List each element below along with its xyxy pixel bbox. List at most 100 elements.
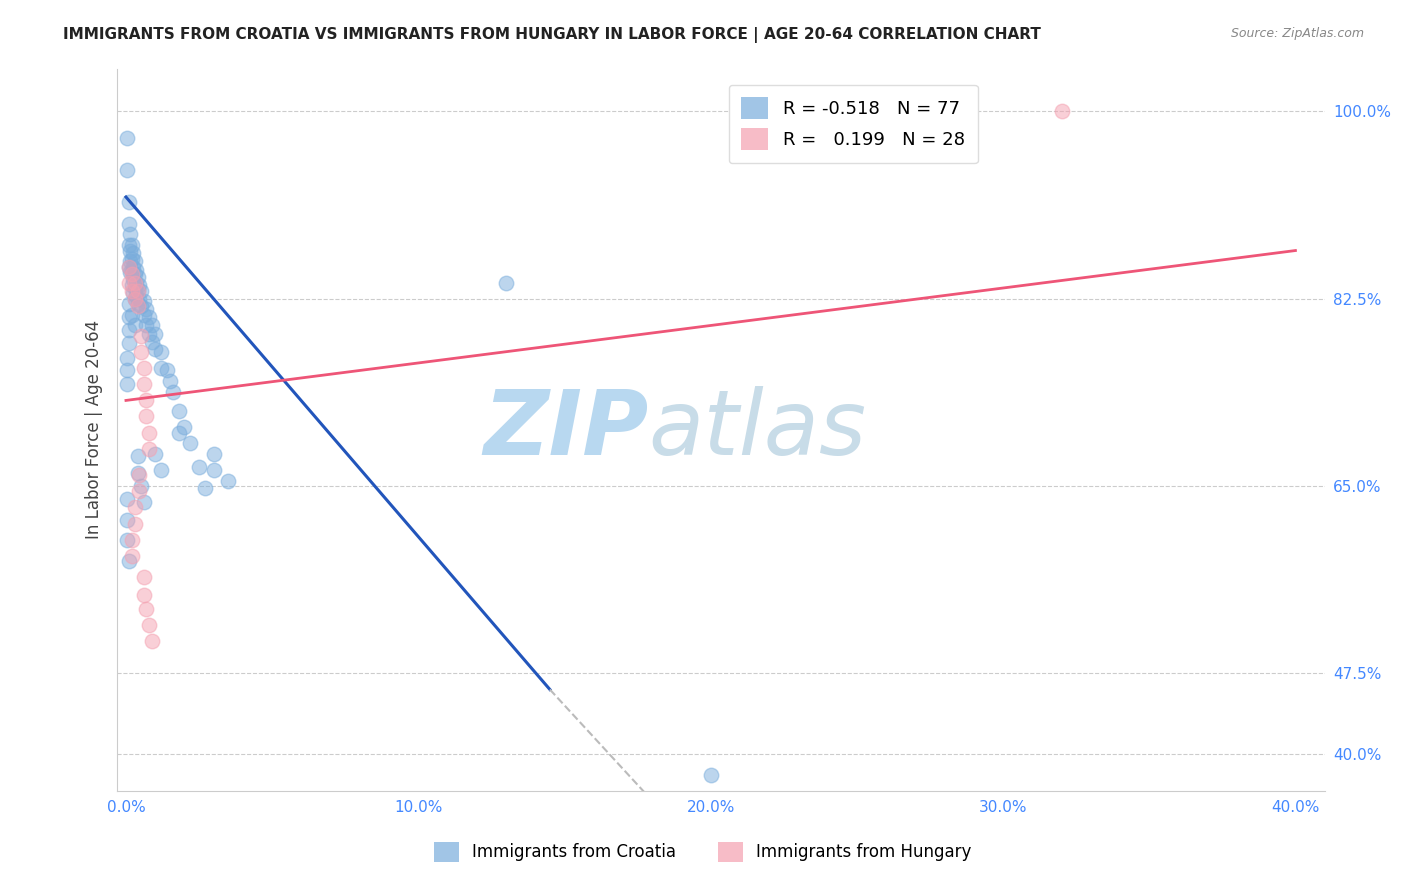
Point — [167, 404, 190, 418]
Point — [118, 238, 141, 252]
Point — [121, 308, 143, 322]
Point — [124, 500, 146, 515]
Point — [138, 618, 160, 632]
Point — [117, 131, 139, 145]
Point — [122, 260, 145, 274]
Point — [121, 238, 143, 252]
Legend: Immigrants from Croatia, Immigrants from Hungary: Immigrants from Croatia, Immigrants from… — [426, 833, 980, 871]
Point — [125, 262, 148, 277]
Point — [117, 377, 139, 392]
Point — [125, 288, 148, 302]
Point — [132, 308, 155, 322]
Point — [202, 463, 225, 477]
Point — [132, 361, 155, 376]
Point — [121, 265, 143, 279]
Point — [127, 467, 149, 481]
Point — [135, 393, 157, 408]
Point — [135, 302, 157, 317]
Point — [128, 292, 150, 306]
Point — [122, 272, 145, 286]
Point — [179, 436, 201, 450]
Point — [121, 267, 143, 281]
Point — [150, 345, 173, 359]
Point — [118, 297, 141, 311]
Point — [117, 351, 139, 365]
Point — [132, 588, 155, 602]
Point — [121, 252, 143, 266]
Point — [129, 345, 152, 359]
Point — [117, 513, 139, 527]
Point — [141, 318, 163, 333]
Point — [124, 318, 146, 333]
Point — [188, 459, 211, 474]
Point — [118, 335, 141, 350]
Point — [135, 409, 157, 424]
Point — [118, 217, 141, 231]
Point — [118, 276, 141, 290]
Point — [143, 447, 166, 461]
Point — [118, 323, 141, 337]
Point — [118, 260, 141, 274]
Point — [495, 276, 517, 290]
Point — [132, 377, 155, 392]
Point — [127, 299, 149, 313]
Point — [173, 420, 195, 434]
Point — [124, 292, 146, 306]
Point — [135, 602, 157, 616]
Point — [143, 326, 166, 341]
Point — [124, 276, 146, 290]
Point — [138, 310, 160, 324]
Point — [135, 318, 157, 333]
Point — [122, 286, 145, 301]
Point — [124, 516, 146, 531]
Point — [129, 479, 152, 493]
Point — [202, 447, 225, 461]
Point — [129, 284, 152, 298]
Point — [699, 768, 721, 782]
Point — [143, 342, 166, 356]
Point — [120, 265, 142, 279]
Legend: R = -0.518   N = 77, R =   0.199   N = 28: R = -0.518 N = 77, R = 0.199 N = 28 — [728, 85, 977, 163]
Point — [217, 474, 239, 488]
Text: ZIP: ZIP — [484, 386, 648, 474]
Point — [117, 163, 139, 178]
Point — [132, 495, 155, 509]
Point — [129, 329, 152, 343]
Point — [1050, 104, 1073, 119]
Point — [127, 284, 149, 298]
Point — [120, 227, 142, 242]
Text: atlas: atlas — [648, 386, 866, 474]
Point — [127, 283, 149, 297]
Point — [118, 310, 141, 324]
Point — [156, 363, 179, 377]
Point — [138, 442, 160, 456]
Point — [162, 384, 184, 399]
Point — [117, 491, 139, 506]
Point — [120, 244, 142, 258]
Point — [129, 299, 152, 313]
Point — [121, 284, 143, 298]
Point — [124, 281, 146, 295]
Point — [124, 292, 146, 306]
Point — [124, 267, 146, 281]
Point — [118, 260, 141, 274]
Point — [138, 326, 160, 341]
Point — [120, 254, 142, 268]
Point — [117, 533, 139, 547]
Point — [167, 425, 190, 440]
Point — [124, 254, 146, 268]
Point — [121, 533, 143, 547]
Point — [128, 484, 150, 499]
Point — [118, 195, 141, 210]
Point — [121, 277, 143, 292]
Text: IMMIGRANTS FROM CROATIA VS IMMIGRANTS FROM HUNGARY IN LABOR FORCE | AGE 20-64 CO: IMMIGRANTS FROM CROATIA VS IMMIGRANTS FR… — [63, 27, 1042, 43]
Point — [127, 449, 149, 463]
Point — [118, 554, 141, 568]
Point — [132, 570, 155, 584]
Point — [122, 245, 145, 260]
Point — [159, 374, 181, 388]
Point — [121, 549, 143, 563]
Point — [127, 297, 149, 311]
Point — [132, 293, 155, 308]
Point — [150, 463, 173, 477]
